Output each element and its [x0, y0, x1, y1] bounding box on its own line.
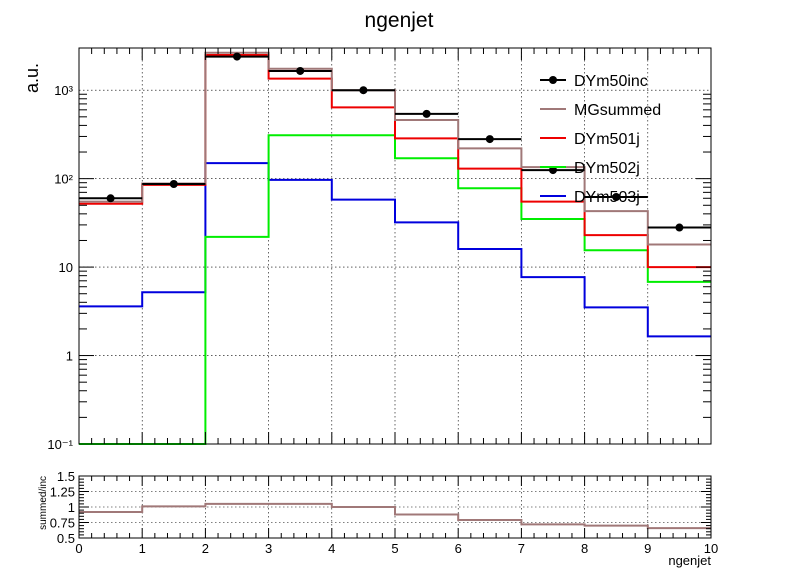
ratio-y-tick-label: 1.5 [57, 469, 75, 484]
data-point [549, 166, 557, 175]
y-axis-label: a.u. [22, 63, 42, 93]
x-tick-label: 9 [644, 541, 651, 556]
main-axis-ticks [78, 48, 712, 445]
data-point [233, 52, 241, 61]
ratio-series-line [79, 502, 711, 530]
x-tick-label: 1 [139, 541, 146, 556]
data-point [485, 135, 494, 144]
ratio-axis-ticks [78, 475, 712, 539]
x-tick-label: 10 [704, 541, 718, 556]
legend-label: DYm501j [574, 131, 640, 148]
x-tick-label: 0 [75, 541, 82, 556]
ratio-series-layer [79, 502, 711, 530]
data-point [359, 86, 368, 95]
data-point [612, 193, 621, 202]
data-point [422, 109, 431, 118]
legend-label: MGsummed [574, 102, 661, 119]
legend-label: DYm502j [574, 160, 640, 177]
y-tick-label: 10³ [54, 83, 73, 98]
x-tick-label: 6 [455, 541, 462, 556]
x-tick-label: 7 [518, 541, 525, 556]
x-tick-label: 2 [202, 541, 209, 556]
x-axis-label: ngenjet [668, 553, 711, 568]
main-series-layer [79, 51, 711, 445]
y-tick-label: 1 [66, 349, 73, 364]
series-line-DYm502j [79, 134, 711, 445]
y-tick-label: 10 [59, 260, 73, 275]
legend-label: DYm50inc [574, 73, 648, 90]
x-tick-label: 3 [265, 541, 272, 556]
series-line-MGsummed [79, 51, 711, 246]
main-tick-labels: 10⁻¹ 1 10 10² 10³ [47, 83, 73, 452]
data-point [169, 180, 178, 189]
y-tick-label: 10² [54, 172, 73, 187]
x-tick-label: 4 [328, 541, 335, 556]
y-tick-label: 10⁻¹ [47, 437, 73, 452]
ratio-y-tick-label: 1.25 [50, 485, 75, 500]
legend: DYm50inc MGsummed DYm501j DYm502j DYm503j [540, 73, 661, 206]
data-point [296, 66, 305, 75]
x-tick-label: 8 [581, 541, 588, 556]
legend-marker [549, 76, 557, 84]
x-tick-label: 5 [391, 541, 398, 556]
ratio-y-axis-label: summed/inc [38, 476, 49, 530]
legend-label: DYm503j [574, 189, 640, 206]
ratio-y-tick-label: 1 [68, 500, 75, 515]
data-point [106, 194, 115, 203]
ratio-y-tick-label: 0.5 [57, 531, 75, 546]
ratio-y-tick-label: 0.75 [50, 516, 75, 531]
chart-title: ngenjet [365, 9, 434, 32]
data-point [675, 223, 684, 232]
